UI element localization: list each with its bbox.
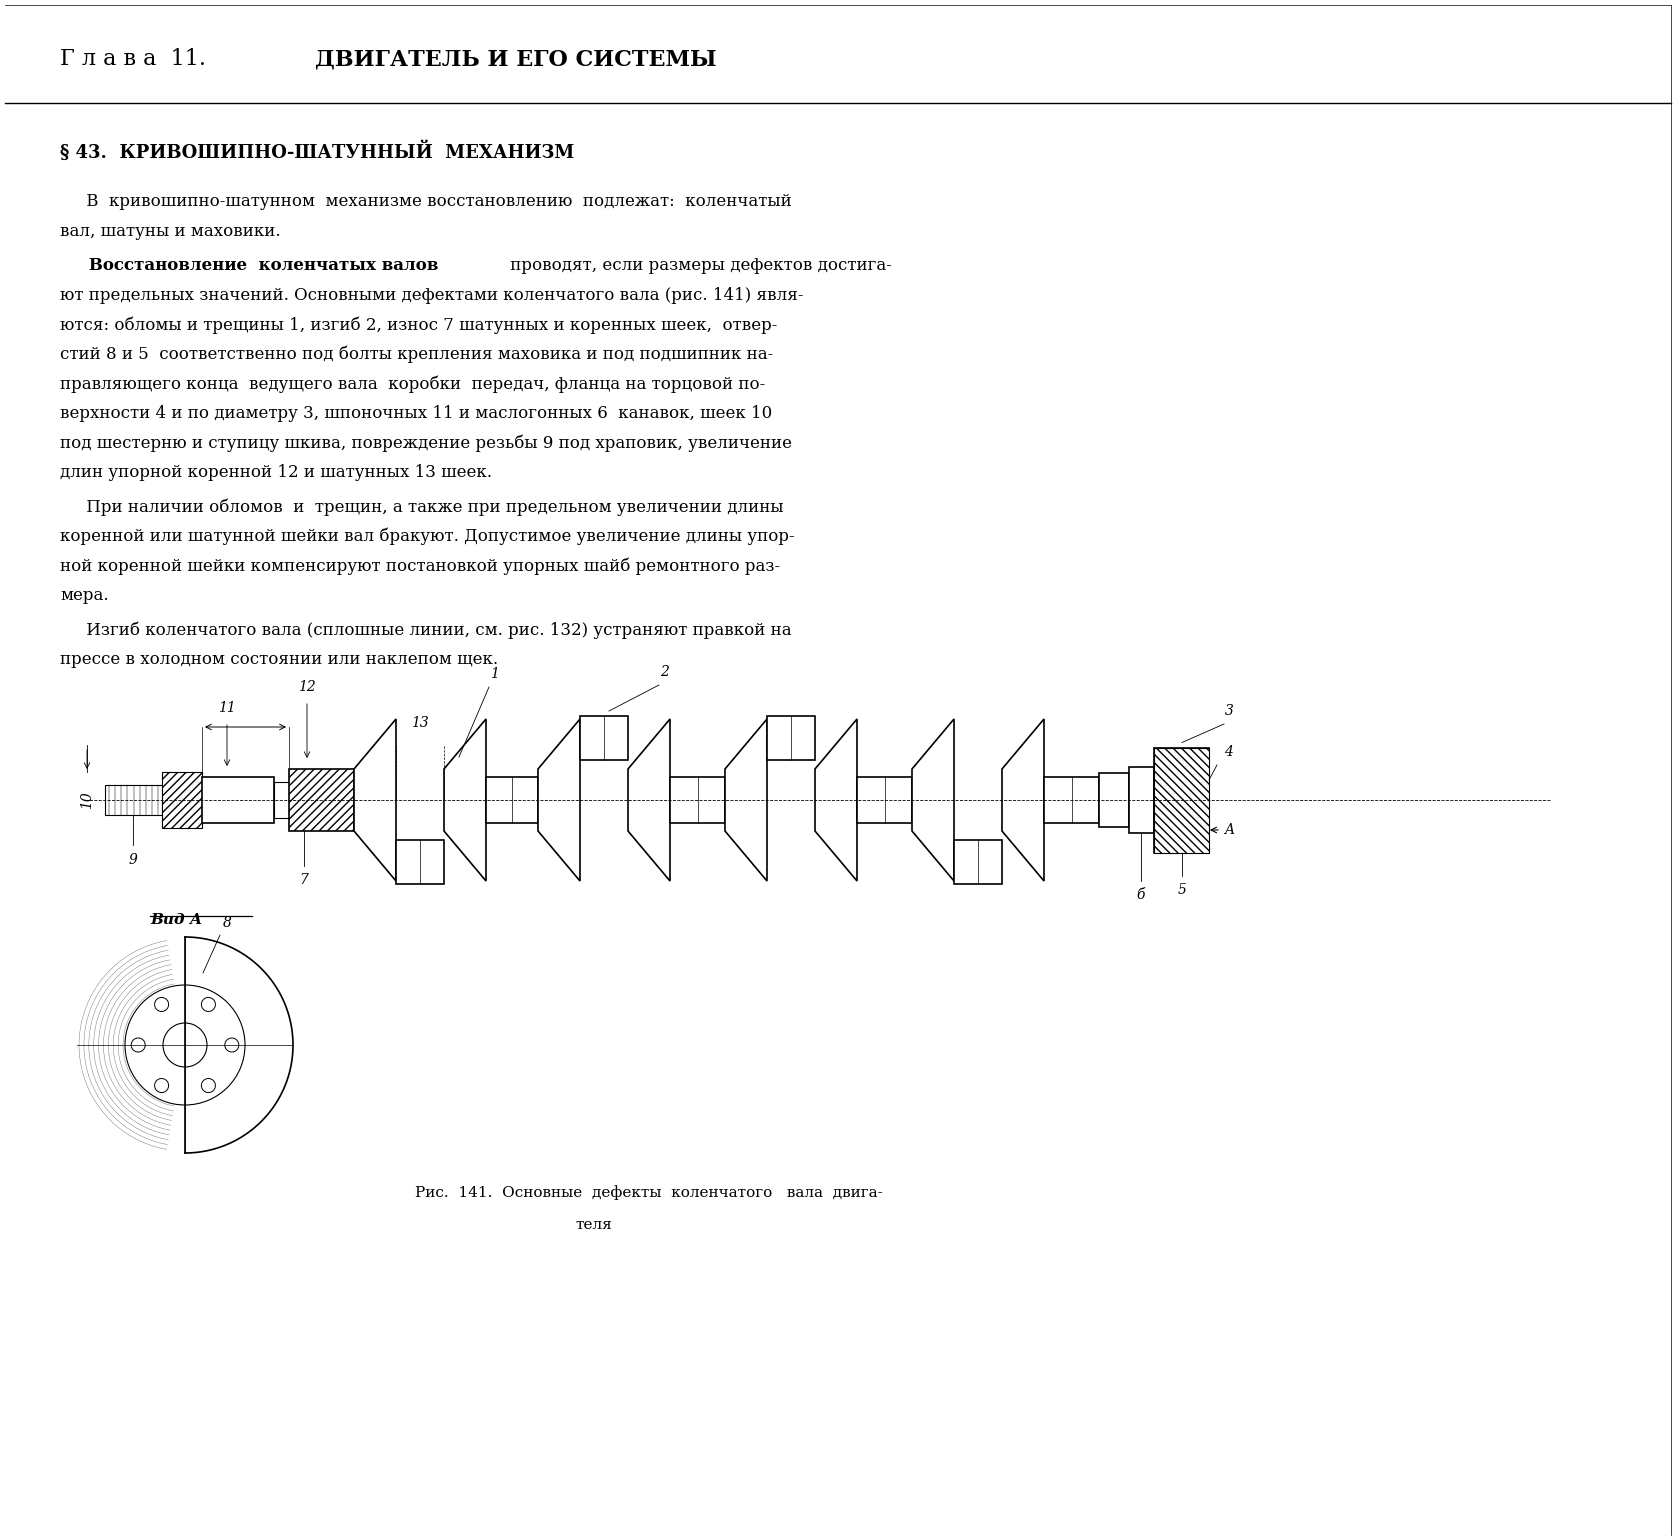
Text: § 43.  КРИВОШИПНО-ШАТУННЫЙ  МЕХАНИЗМ: § 43. КРИВОШИПНО-ШАТУННЫЙ МЕХАНИЗМ (60, 142, 575, 162)
Text: коренной или шатунной шейки вал бракуют. Допустимое увеличение длины упор-: коренной или шатунной шейки вал бракуют.… (60, 528, 794, 545)
Text: 2: 2 (660, 665, 669, 679)
Text: 5: 5 (1178, 882, 1187, 896)
Bar (1130, 767, 1155, 833)
Bar (580, 716, 628, 761)
Text: вал, шатуны и маховики.: вал, шатуны и маховики. (60, 222, 280, 240)
Text: ной коренной шейки компенсируют постановкой упорных шайб ремонтного раз-: ной коренной шейки компенсируют постанов… (60, 557, 779, 574)
Bar (106, 785, 163, 815)
Text: под шестерню и ступицу шкива, повреждение резьбы 9 под храповик, увеличение: под шестерню и ступицу шкива, повреждени… (60, 434, 793, 451)
Text: 10: 10 (80, 792, 94, 809)
Text: В  кривошипно-шатунном  механизме восстановлению  подлежат:  коленчатый: В кривошипно-шатунном механизме восстано… (60, 192, 791, 209)
Bar (163, 772, 203, 829)
Text: б: б (1136, 889, 1145, 902)
Bar (288, 768, 354, 832)
Polygon shape (538, 719, 580, 881)
Text: мера.: мера. (60, 587, 109, 604)
Text: При наличии обломов  и  трещин, а также при предельном увеличении длины: При наличии обломов и трещин, а также пр… (60, 497, 784, 516)
Text: 7: 7 (300, 873, 308, 887)
Text: 8: 8 (223, 916, 231, 930)
Text: 9: 9 (129, 853, 137, 867)
Text: A: A (1223, 822, 1234, 838)
Polygon shape (912, 719, 954, 881)
Text: Вид А: Вид А (149, 913, 203, 927)
Bar (486, 778, 538, 822)
Polygon shape (444, 719, 486, 881)
Text: верхности 4 и по диаметру 3, шпоночных 11 и маслогонных 6  канавок, шеек 10: верхности 4 и по диаметру 3, шпоночных 1… (60, 405, 773, 422)
Bar (768, 716, 815, 761)
Text: проводят, если размеры дефектов достига-: проводят, если размеры дефектов достига- (504, 257, 892, 274)
Text: 4: 4 (1223, 745, 1234, 759)
Text: Восстановление  коленчатых валов: Восстановление коленчатых валов (60, 257, 439, 274)
Text: Г л а в а  11.: Г л а в а 11. (60, 48, 206, 69)
Text: 12: 12 (298, 681, 315, 695)
Text: прессе в холодном состоянии или наклепом щек.: прессе в холодном состоянии или наклепом… (60, 650, 498, 667)
Bar (954, 839, 1002, 884)
Text: ДВИГАТЕЛЬ И ЕГО СИСТЕМЫ: ДВИГАТЕЛЬ И ЕГО СИСТЕМЫ (315, 48, 717, 69)
Polygon shape (1002, 719, 1044, 881)
Polygon shape (628, 719, 670, 881)
Bar (1155, 747, 1208, 853)
Bar (1155, 747, 1208, 853)
Text: ют предельных значений. Основными дефектами коленчатого вала (рис. 141) явля-: ют предельных значений. Основными дефект… (60, 286, 803, 303)
Bar (1099, 773, 1130, 827)
Polygon shape (354, 719, 396, 881)
Text: теля: теля (575, 1218, 612, 1232)
Bar (856, 778, 912, 822)
Polygon shape (726, 719, 768, 881)
Text: 1: 1 (489, 667, 498, 681)
Text: длин упорной коренной 12 и шатунных 13 шеек.: длин упорной коренной 12 и шатунных 13 ш… (60, 464, 493, 480)
Text: ются: обломы и трещины 1, изгиб 2, износ 7 шатунных и коренных шеек,  отвер-: ются: обломы и трещины 1, изгиб 2, износ… (60, 316, 778, 334)
Bar (273, 782, 288, 818)
Bar (670, 778, 726, 822)
Bar (203, 778, 273, 822)
Text: правляющего конца  ведущего вала  коробки  передач, фланца на торцовой по-: правляющего конца ведущего вала коробки … (60, 376, 766, 393)
Text: стий 8 и 5  соответственно под болты крепления маховика и под подшипник на-: стий 8 и 5 соответственно под болты креп… (60, 345, 773, 363)
Bar (396, 839, 444, 884)
Text: Изгиб коленчатого вала (сплошные линии, см. рис. 132) устраняют правкой на: Изгиб коленчатого вала (сплошные линии, … (60, 621, 791, 639)
Text: 11: 11 (218, 701, 236, 715)
Text: 3: 3 (1225, 704, 1234, 718)
Text: Рис.  141.  Основные  дефекты  коленчатого   вала  двига-: Рис. 141. Основные дефекты коленчатого в… (416, 1184, 883, 1200)
Polygon shape (815, 719, 856, 881)
Text: 13: 13 (411, 716, 429, 730)
Bar (1044, 778, 1099, 822)
